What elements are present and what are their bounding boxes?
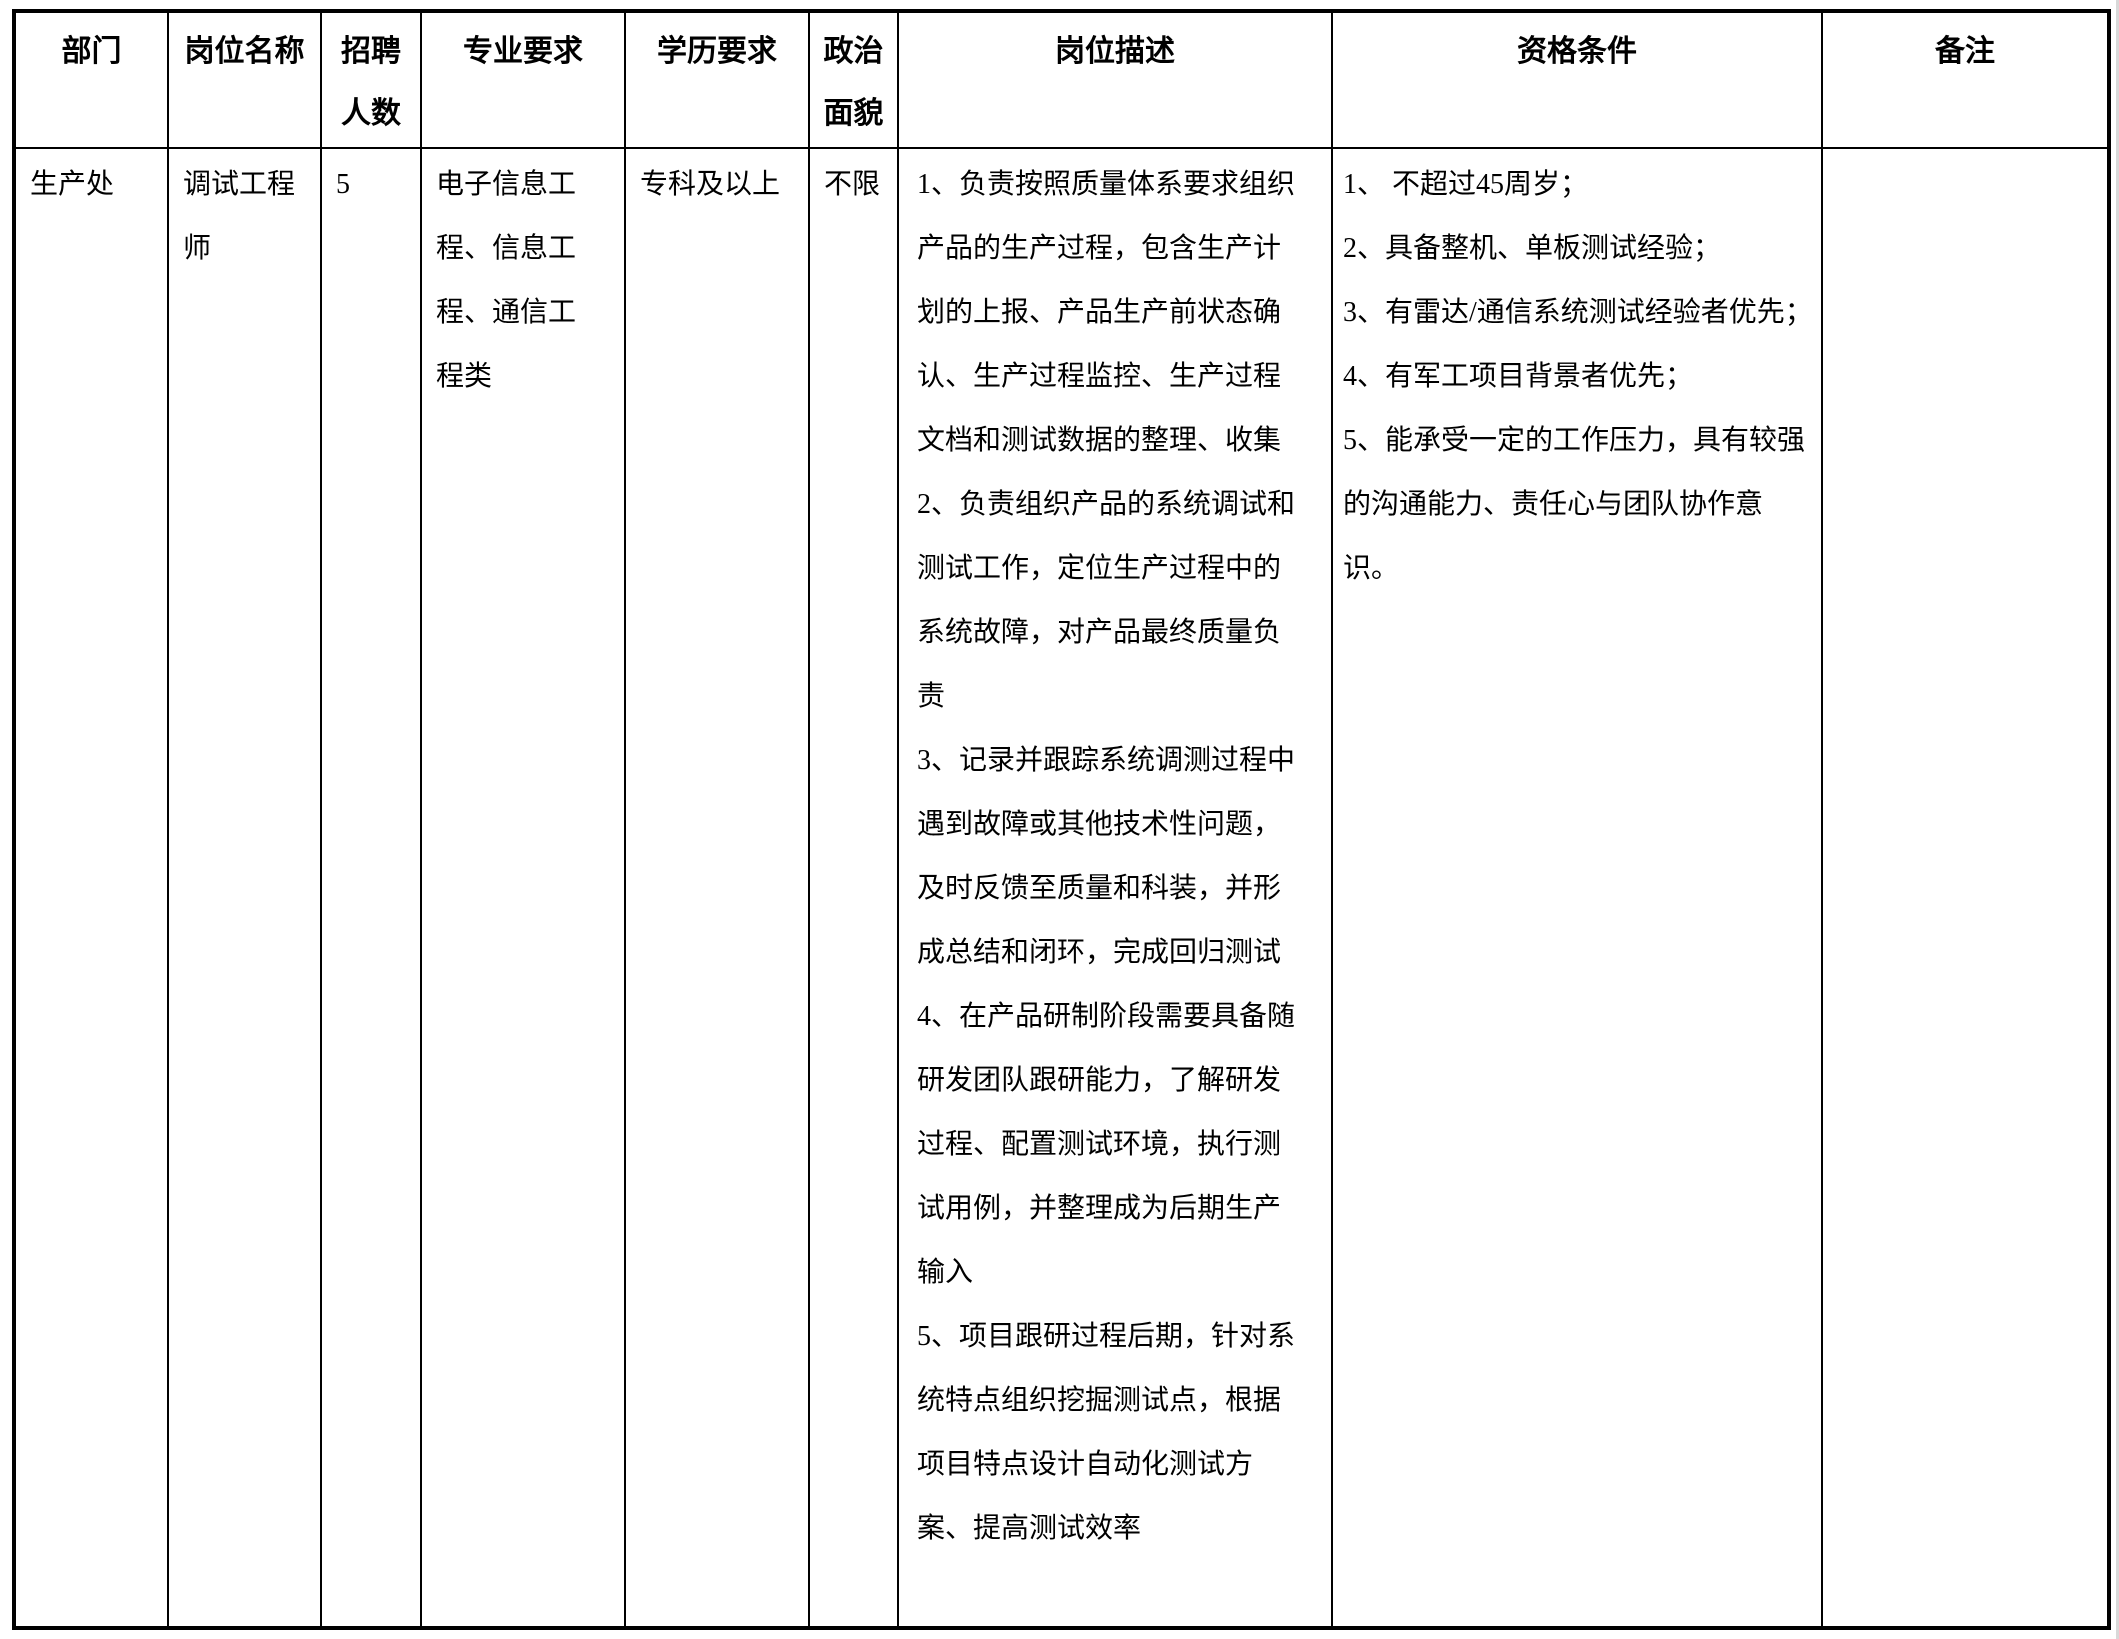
column-header-qualifications: 资格条件	[1331, 10, 1823, 149]
column-header-remark: 备注	[1821, 10, 2110, 149]
recruitment-table: 部门 岗位名称 招聘 人数 专业要求 学历要求 政治 面貌 岗位描述 资格条件 …	[12, 9, 2111, 1630]
column-header-department: 部门	[13, 10, 169, 149]
table-header: 部门 岗位名称 招聘 人数 专业要求 学历要求 政治 面貌 岗位描述 资格条件 …	[13, 10, 2110, 149]
column-header-education: 学历要求	[624, 10, 810, 149]
column-header-major: 专业要求	[420, 10, 626, 149]
column-header-political-status: 政治 面貌	[808, 10, 899, 149]
column-header-position: 岗位名称	[167, 10, 322, 149]
cell-education-requirement: 专科及以上	[624, 147, 810, 1629]
column-header-headcount: 招聘 人数	[320, 10, 422, 149]
header-row: 部门 岗位名称 招聘 人数 专业要求 学历要求 政治 面貌 岗位描述 资格条件 …	[13, 10, 2110, 149]
cell-department: 生产处	[13, 147, 169, 1629]
cell-qualifications: 1、 不超过45周岁； 2、具备整机、单板测试经验； 3、有雷达/通信系统测试经…	[1331, 147, 1823, 1629]
cell-job-description: 1、负责按照质量体系要求组织 产品的生产过程，包含生产计 划的上报、产品生产前状…	[897, 147, 1333, 1629]
cell-political-status: 不限	[808, 147, 899, 1629]
cell-headcount: 5	[320, 147, 422, 1629]
cell-position-name: 调试工程 师	[167, 147, 322, 1629]
cell-remark	[1821, 147, 2110, 1629]
table-row: 生产处 调试工程 师 5 电子信息工 程、信息工 程、通信工 程类 专科及以上 …	[13, 147, 2110, 1629]
table-body: 生产处 调试工程 师 5 电子信息工 程、信息工 程、通信工 程类 专科及以上 …	[13, 147, 2110, 1629]
column-header-job-description: 岗位描述	[897, 10, 1333, 149]
cell-major-requirement: 电子信息工 程、信息工 程、通信工 程类	[420, 147, 626, 1629]
